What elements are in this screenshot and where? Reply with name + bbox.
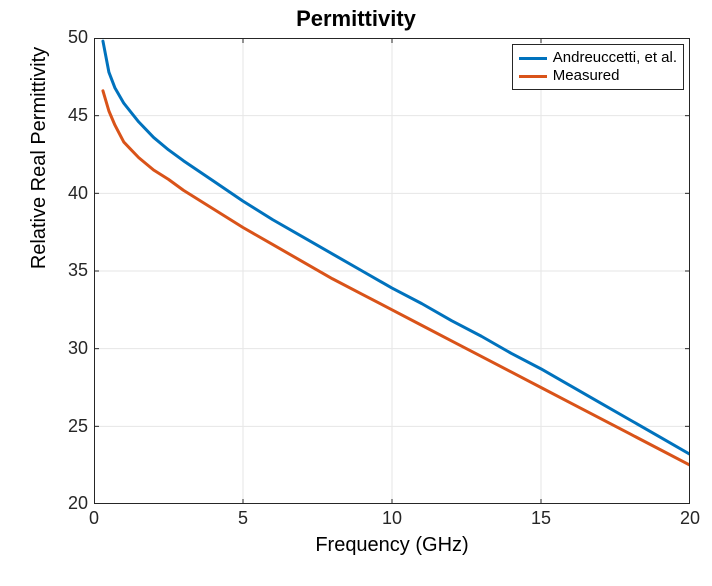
- legend-swatch: [519, 75, 547, 78]
- chart-title: Permittivity: [0, 6, 712, 32]
- legend: Andreuccetti, et al.Measured: [512, 44, 684, 90]
- x-tick-label: 5: [223, 508, 263, 529]
- chart-container: Permittivity Relative Real Permittivity …: [0, 0, 712, 586]
- y-axis-label: Relative Real Permittivity: [28, 0, 51, 391]
- y-tick-label: 45: [68, 105, 88, 126]
- x-tick-label: 20: [670, 508, 710, 529]
- x-tick-label: 10: [372, 508, 412, 529]
- x-axis-label: Frequency (GHz): [94, 534, 690, 557]
- legend-swatch: [519, 57, 547, 60]
- y-tick-label: 20: [68, 493, 88, 514]
- y-tick-label: 40: [68, 183, 88, 204]
- y-tick-label: 30: [68, 338, 88, 359]
- y-tick-label: 50: [68, 27, 88, 48]
- y-tick-label: 35: [68, 260, 88, 281]
- legend-label: Andreuccetti, et al.: [553, 49, 677, 67]
- legend-label: Measured: [553, 67, 620, 85]
- legend-item: Andreuccetti, et al.: [519, 49, 677, 67]
- plot-area: [94, 38, 690, 504]
- legend-item: Measured: [519, 67, 677, 85]
- y-tick-label: 25: [68, 416, 88, 437]
- x-tick-label: 15: [521, 508, 561, 529]
